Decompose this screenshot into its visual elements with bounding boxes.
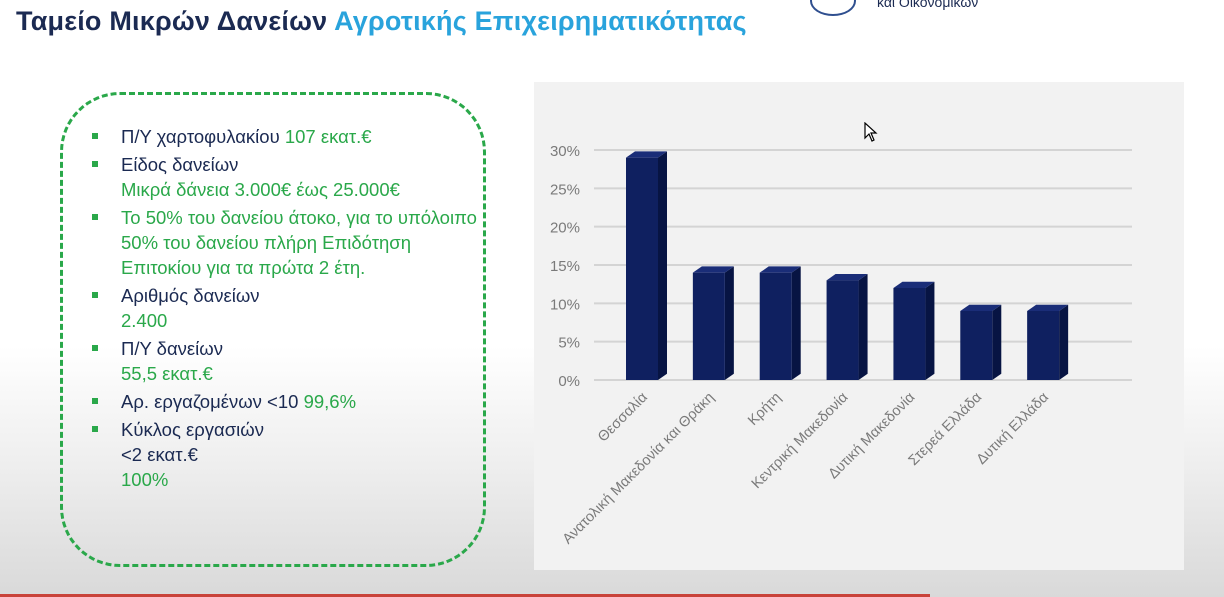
bar (893, 288, 926, 380)
bullet-icon (92, 398, 98, 404)
ministry-text: και Οικονομικών (877, 0, 979, 10)
info-panel (60, 92, 486, 567)
info-value-secondary: 100% (121, 469, 169, 490)
info-label: Κύκλος εργασιών (121, 419, 264, 440)
info-label: Π/Υ χαρτοφυλακίου (121, 126, 280, 147)
info-label: Αρ. εργαζομένων <10 (121, 391, 299, 412)
y-tick-label: 15% (550, 258, 580, 275)
bullet-icon (92, 133, 98, 139)
bar (626, 157, 658, 380)
info-item-employees: Αρ. εργαζομένων <10 99,6% (90, 389, 480, 414)
y-tick-label: 0% (558, 373, 580, 390)
info-label: Π/Υ δανείων (121, 338, 223, 359)
bullet-icon (92, 214, 98, 220)
info-item-turnover: Κύκλος εργασιών <2 εκατ.€ 100% (90, 417, 480, 492)
y-tick-label: 25% (550, 181, 580, 198)
chart-panel: 0% 5% 10% 15% 20% 25% 30% Θεσσαλία Ανατολική Μακ… (534, 82, 1184, 570)
ministry-emblem-icon (810, 0, 856, 16)
info-value: 55,5 εκατ.€ (121, 363, 213, 384)
bar-top (626, 151, 667, 158)
bar-top (692, 266, 734, 273)
bottom-accent-line (0, 594, 930, 597)
y-tick-label: 30% (550, 143, 580, 160)
y-tick-label: 20% (550, 220, 580, 237)
bullet-icon (92, 426, 98, 432)
bar-side (1059, 304, 1069, 380)
bar (692, 272, 725, 380)
bullet-icon (92, 161, 98, 167)
info-label: Είδος δανείων (121, 154, 239, 175)
title-accent: Αγροτικής Επιχειρηματικότητας (334, 6, 747, 36)
info-value: 2.400 (121, 310, 168, 331)
bar-top (960, 304, 1002, 311)
x-category-label: Θεσσαλία (595, 390, 651, 446)
info-item-loan-budget: Π/Υ δανείων 55,5 εκατ.€ (90, 336, 480, 386)
x-category-label: Ανατολική Μακεδονία και Θράκη (560, 390, 718, 548)
bar-side (791, 266, 801, 380)
info-value: 107 εκατ.€ (284, 126, 372, 147)
info-item-loan-type: Είδος δανείων Μικρά δάνεια 3.000€ έως 25… (90, 152, 480, 202)
info-item-portfolio: Π/Υ χαρτοφυλακίου 107 εκατ.€ (90, 124, 480, 149)
title-main: Ταμείο Μικρών Δανείων (16, 6, 328, 36)
bar-top (893, 281, 935, 288)
bullet-icon (92, 292, 98, 298)
mouse-cursor-icon (864, 122, 878, 142)
bar-side (925, 281, 935, 380)
bar-side (724, 266, 734, 380)
info-label: Αριθμός δανείων (121, 285, 260, 306)
bar-side (992, 304, 1002, 380)
page-title: Ταμείο Μικρών Δανείων Αγροτικής Επιχειρη… (16, 6, 747, 37)
info-item-loan-count: Αριθμός δανείων 2.400 (90, 283, 480, 333)
bar (759, 272, 792, 380)
x-category-label: Κρήτη (745, 390, 784, 429)
info-item-subsidy: Το 50% του δανείου άτοκο, για το υπόλοιπ… (90, 205, 480, 280)
y-tick-label: 5% (558, 335, 580, 352)
y-tick-label: 10% (550, 296, 580, 313)
bar-top (1027, 304, 1069, 311)
info-list: Π/Υ χαρτοφυλακίου 107 εκατ.€ Είδος δανεί… (90, 124, 480, 495)
info-value: <2 εκατ.€ (121, 444, 198, 465)
bullet-icon (92, 345, 98, 351)
bar (960, 311, 993, 380)
bar (826, 280, 859, 380)
info-value: Μικρά δάνεια 3.000€ έως 25.000€ (121, 179, 400, 200)
bar-top (826, 274, 868, 281)
info-value: Το 50% του δανείου άτοκο, για το υπόλοιπ… (121, 207, 477, 278)
bar-side (858, 274, 868, 380)
bar (1027, 311, 1060, 380)
bar-top (759, 266, 801, 273)
bar-side (658, 151, 667, 380)
x-category-label: Δυτική Ελλάδα (974, 390, 1052, 468)
info-value: 99,6% (303, 391, 357, 412)
